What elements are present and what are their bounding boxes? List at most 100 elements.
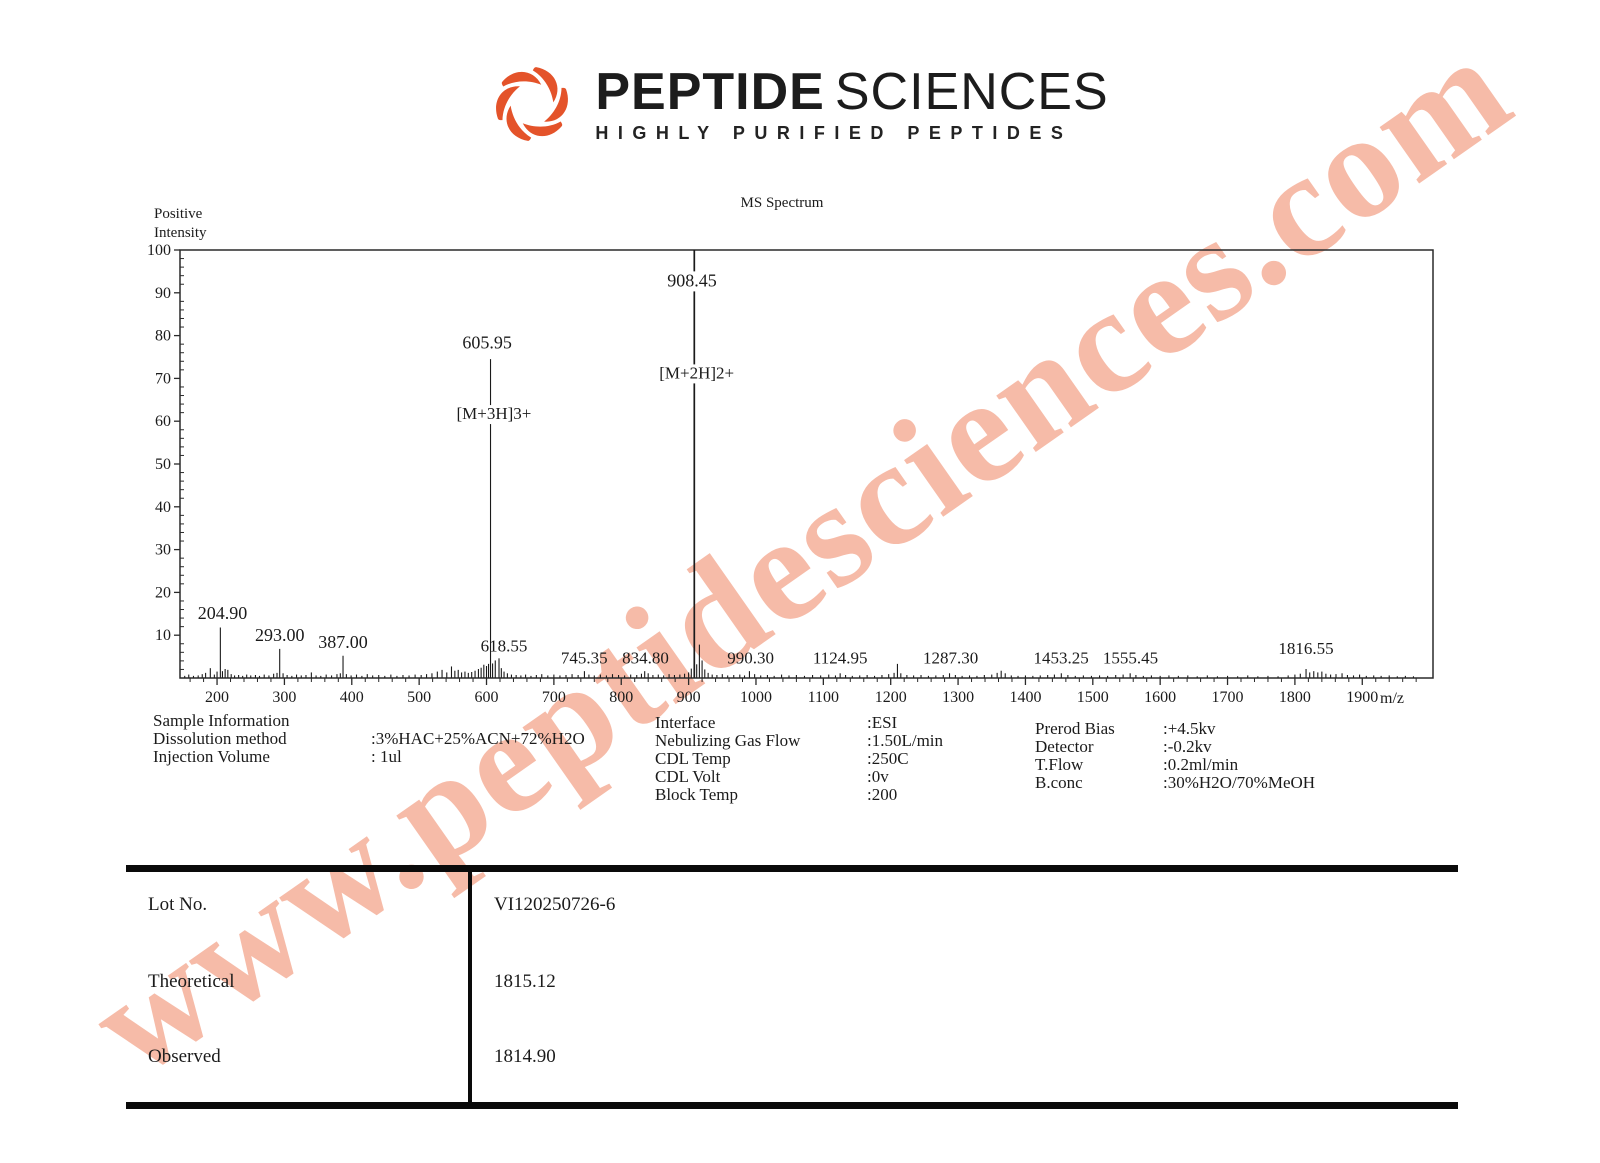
svg-text:1800: 1800 [1279,689,1311,706]
svg-text:605.95: 605.95 [462,332,512,352]
param-value: : 1ul [371,747,402,766]
svg-text:1600: 1600 [1144,689,1176,706]
param-row: Block Temp:200 [655,786,943,804]
svg-text:Positive: Positive [154,206,203,222]
svg-text:1300: 1300 [942,689,974,706]
svg-text:10: 10 [155,627,171,644]
param-label: CDL Volt [655,767,721,786]
param-row: Prerod Bias :+4.5kv [1035,720,1315,738]
svg-text:1555.45: 1555.45 [1103,648,1158,667]
param-row: CDL Volt :0v [655,768,943,786]
svg-text:1816.55: 1816.55 [1278,639,1333,658]
svg-text:600: 600 [475,689,499,706]
lot-no-label: Lot No. [148,894,208,915]
svg-text:[M+3H]3+: [M+3H]3+ [456,404,531,423]
svg-text:500: 500 [407,689,431,706]
svg-text:80: 80 [155,328,171,345]
results-table: Lot No. VI120250726-6 Theoretical 1815.1… [126,865,1458,1109]
brand-tagline: HIGHLY PURIFIED PEPTIDES [595,122,1073,143]
svg-text:[M+2H]2+: [M+2H]2+ [659,363,734,382]
svg-text:400: 400 [340,689,364,706]
svg-text:300: 300 [272,689,296,706]
param-label: Injection Volume [153,747,270,766]
param-value: :1.50L/min [867,731,944,750]
param-value: :0.2ml/min [1163,755,1239,774]
spectrum-svg: MS Spectrum Positive Intensity m/z 10 20 30 40 5… [147,195,1434,707]
param-value: :200 [867,785,898,804]
lot-no-value: VI120250726-6 [494,894,616,915]
svg-text:50: 50 [155,456,171,473]
param-value: :+4.5kv [1163,719,1216,738]
svg-text:1000: 1000 [740,689,772,706]
param-label: B.conc [1035,773,1083,792]
svg-text:1900: 1900 [1346,689,1378,706]
svg-text:745.35: 745.35 [561,648,608,667]
svg-text:40: 40 [155,499,171,516]
param-row: Nebulizing Gas Flow :1.50L/min [655,732,943,750]
ms-spectrum-chart: MS Spectrum Positive Intensity m/z 10 20 30 40 5… [130,190,1460,720]
interface-parameters-block: Interface :ESI Nebulizing Gas Flow :1.50L/… [655,714,943,804]
param-label: Sample Information [153,711,290,730]
param-value: :250C [867,749,909,768]
svg-text:60: 60 [155,413,171,430]
param-label: Interface [655,713,716,732]
svg-text:1500: 1500 [1077,689,1109,706]
param-row: Dissolution method :3%HAC+25%ACN+72%H2O [153,730,585,748]
peptide-sciences-logo-icon [496,67,569,141]
svg-text:70: 70 [155,370,171,387]
svg-text:618.55: 618.55 [481,636,528,655]
svg-text:900: 900 [677,689,701,706]
observed-value: 1814.90 [494,1046,556,1067]
svg-text:100: 100 [147,242,171,259]
svg-text:1700: 1700 [1212,689,1244,706]
param-label: CDL Temp [655,749,731,768]
svg-text:90: 90 [155,285,171,302]
svg-text:1100: 1100 [808,689,839,706]
svg-text:990.30: 990.30 [727,648,774,667]
param-value: :ESI [867,713,898,732]
table-divider [468,872,472,1102]
svg-text:20: 20 [155,584,171,601]
svg-text:700: 700 [542,689,566,706]
svg-text:200: 200 [205,689,229,706]
observed-label: Observed [148,1046,221,1067]
svg-text:1124.95: 1124.95 [813,648,868,667]
brand-word-sciences: SCIENCES [834,62,1109,121]
svg-text:Intensity: Intensity [154,225,207,241]
param-value: :30%H2O/70%MeOH [1163,773,1316,792]
brand-title: PEPTIDE SCIENCES [595,65,1108,119]
svg-text:834.80: 834.80 [622,648,669,667]
param-row: Injection Volume : 1ul [153,748,585,766]
param-row: Interface :ESI [655,714,943,732]
param-row: T.Flow :0.2ml/min [1035,756,1315,774]
svg-text:1400: 1400 [1009,689,1041,706]
svg-text:MS Spectrum: MS Spectrum [741,195,824,211]
header: PEPTIDE SCIENCES HIGHLY PURIFIED PEPTIDES [0,58,1600,150]
svg-text:m/z: m/z [1380,690,1404,707]
param-value: :0v [867,767,889,786]
param-label: Dissolution method [153,729,287,748]
param-row: CDL Temp :250C [655,750,943,768]
detector-parameters-block: Prerod Bias :+4.5kv Detector :-0.2kv T.Flo… [1035,720,1315,792]
theoretical-value: 1815.12 [494,971,556,992]
param-label: Nebulizing Gas Flow [655,731,801,750]
svg-text:800: 800 [609,689,633,706]
svg-text:204.90: 204.90 [198,603,248,623]
param-value: :-0.2kv [1163,737,1212,756]
param-row: Sample Information [153,712,585,730]
svg-text:1200: 1200 [875,689,907,706]
param-label: Prerod Bias [1035,719,1115,738]
param-label: Detector [1035,737,1094,756]
param-row: B.conc :30%H2O/70%MeOH [1035,774,1315,792]
param-label: T.Flow [1035,755,1084,774]
brand: PEPTIDE SCIENCES HIGHLY PURIFIED PEPTIDES [595,65,1108,144]
svg-text:1287.30: 1287.30 [923,648,978,667]
param-value: :3%HAC+25%ACN+72%H2O [371,729,585,748]
sample-information-block: Sample Information Dissolution method :3%… [153,712,585,766]
svg-text:293.00: 293.00 [255,625,305,645]
svg-text:30: 30 [155,542,171,559]
svg-text:908.45: 908.45 [667,270,717,290]
svg-text:1453.25: 1453.25 [1034,648,1089,667]
brand-word-peptide: PEPTIDE [595,62,825,121]
